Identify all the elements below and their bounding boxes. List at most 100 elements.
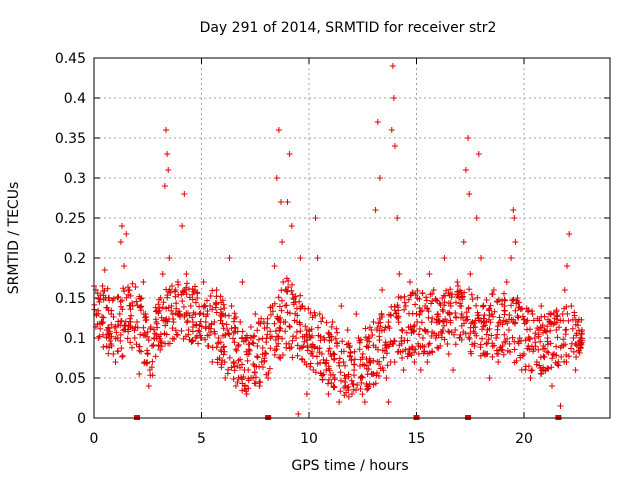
data-point (577, 334, 584, 341)
data-point (297, 292, 304, 299)
data-point (351, 367, 358, 373)
data-point (99, 320, 106, 327)
data-point (213, 309, 220, 316)
data-point (529, 367, 536, 374)
data-point (549, 355, 556, 362)
data-point (413, 311, 420, 317)
data-point (525, 308, 531, 315)
data-point (303, 331, 310, 338)
data-point (571, 312, 578, 319)
data-point (372, 207, 379, 213)
data-point (108, 333, 115, 340)
data-point (117, 337, 124, 344)
data-point (267, 335, 274, 341)
data-point (417, 308, 424, 315)
data-point (119, 223, 125, 229)
data-point (241, 367, 248, 373)
data-point (232, 383, 239, 389)
data-point (435, 332, 442, 339)
data-point (501, 303, 508, 309)
data-point (288, 287, 295, 294)
data-point (315, 324, 321, 331)
data-point (144, 351, 151, 357)
data-point (485, 336, 492, 343)
data-point (164, 151, 171, 157)
data-point (237, 319, 244, 325)
data-point (297, 328, 304, 335)
data-point (374, 327, 380, 333)
data-point (222, 375, 229, 381)
data-point (478, 255, 484, 261)
data-point (372, 380, 379, 387)
data-point (209, 287, 216, 294)
data-point (530, 348, 537, 355)
data-point (159, 271, 166, 277)
data-point (511, 346, 518, 353)
data-point (332, 335, 339, 342)
data-point (246, 347, 253, 354)
data-point (272, 337, 279, 343)
data-point (436, 300, 443, 307)
data-point (441, 255, 448, 261)
data-point (322, 360, 329, 367)
data-point (494, 298, 501, 305)
data-point (435, 318, 442, 325)
data-point (412, 301, 419, 308)
data-point (198, 323, 205, 330)
data-point (459, 293, 466, 300)
data-point (179, 223, 186, 229)
x-axis-ticks: 0 5 10 15 20 (90, 58, 533, 447)
data-point (409, 345, 416, 352)
data-point (174, 332, 181, 338)
data-point (285, 278, 292, 284)
data-point (151, 326, 157, 333)
data-point (192, 299, 199, 306)
data-point (100, 296, 107, 303)
data-point (197, 310, 204, 317)
data-point (286, 340, 292, 347)
y-tick-label: 0.15 (55, 291, 86, 307)
data-point (351, 356, 358, 363)
data-point (231, 310, 238, 317)
data-point (362, 325, 369, 332)
data-point (423, 294, 430, 301)
data-point (395, 294, 402, 300)
data-point (385, 399, 392, 405)
data-point (506, 340, 513, 347)
data-point (469, 319, 476, 325)
data-point (118, 303, 124, 310)
data-point (494, 331, 501, 338)
data-point (462, 167, 469, 173)
data-point (347, 349, 354, 356)
data-point (254, 327, 261, 334)
data-point (381, 327, 388, 333)
data-point (230, 376, 237, 382)
data-point (274, 313, 281, 320)
data-point (114, 294, 121, 301)
data-point (334, 329, 341, 336)
data-point (428, 300, 434, 307)
data-point (283, 344, 290, 351)
data-point (454, 291, 461, 298)
data-point (289, 354, 296, 361)
data-point (390, 341, 397, 347)
data-point (100, 344, 107, 350)
data-point (271, 351, 278, 358)
data-point (417, 367, 424, 373)
data-point (278, 287, 285, 294)
data-point (458, 311, 465, 317)
data-point (134, 319, 140, 325)
data-point (325, 380, 331, 387)
data-point (192, 287, 199, 293)
data-point (473, 302, 480, 309)
data-point (570, 348, 577, 355)
data-point (480, 323, 487, 330)
data-point (167, 289, 174, 296)
data-point (312, 312, 319, 319)
data-point (383, 375, 390, 381)
data-point (228, 303, 235, 309)
data-point (545, 349, 552, 356)
data-point (430, 287, 437, 293)
data-point (516, 335, 523, 341)
data-point (115, 321, 122, 328)
